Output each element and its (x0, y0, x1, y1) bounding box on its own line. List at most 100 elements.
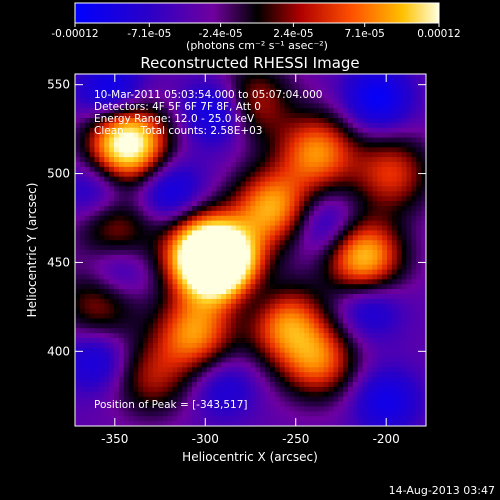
heatmap-cell (153, 191, 159, 197)
heatmap-cell (235, 308, 242, 314)
heatmap-cell (172, 259, 178, 266)
heatmap-cell (406, 289, 412, 295)
heatmap-cell (211, 367, 217, 373)
heatmap-cell (221, 210, 227, 217)
heatmap-cell (313, 206, 320, 212)
heatmap-cell (387, 245, 393, 251)
heatmap-cell (411, 220, 417, 226)
heatmap-cell (99, 201, 105, 207)
heatmap-cell (318, 230, 325, 236)
heatmap-cell (323, 269, 329, 275)
heatmap-cell (182, 122, 188, 129)
heatmap-cell (245, 274, 251, 280)
heatmap-cell (289, 142, 295, 148)
heatmap-cell (391, 245, 398, 251)
heatmap-cell (153, 196, 159, 202)
heatmap-cell (206, 308, 212, 314)
heatmap-cell (391, 118, 398, 124)
heatmap-cell (192, 367, 198, 373)
heatmap-cell (104, 303, 110, 310)
heatmap-cell (411, 382, 417, 388)
heatmap-cell (216, 245, 222, 251)
heatmap-cell (211, 274, 217, 280)
heatmap-cell (240, 245, 247, 251)
heatmap-cell (289, 171, 295, 178)
heatmap-cell (221, 396, 227, 402)
heatmap-cell (201, 215, 208, 222)
heatmap-cell (75, 166, 81, 173)
heatmap-cell (153, 186, 159, 192)
heatmap-cell (279, 83, 286, 90)
heatmap-cell (133, 171, 139, 178)
heatmap-cell (357, 83, 364, 90)
heatmap-cell (157, 372, 164, 378)
heatmap-cell (177, 254, 183, 261)
heatmap-cell (211, 323, 217, 329)
heatmap-cell (250, 98, 256, 104)
heatmap-cell (162, 269, 169, 275)
heatmap-cell (323, 122, 329, 129)
heatmap-cell (372, 318, 378, 324)
heatmap-cell (172, 206, 178, 212)
heatmap-cell (299, 264, 305, 270)
heatmap-cell (323, 74, 329, 80)
heatmap-cell (416, 93, 422, 99)
heatmap-cell (318, 401, 325, 407)
heatmap-cell (309, 220, 315, 226)
heatmap-cell (411, 74, 417, 80)
heatmap-cell (406, 201, 412, 207)
heatmap-cell (279, 176, 286, 182)
heatmap-cell (343, 132, 349, 138)
heatmap-cell (343, 367, 349, 373)
heatmap-cell (406, 230, 412, 236)
heatmap-cell (187, 118, 193, 124)
heatmap-cell (123, 382, 130, 388)
heatmap-cell (313, 83, 320, 90)
heatmap-cell (231, 391, 237, 398)
heatmap-cell (313, 254, 320, 261)
heatmap-cell (377, 303, 383, 310)
heatmap-cell (231, 220, 237, 226)
heatmap-cell (294, 284, 300, 290)
heatmap-cell (362, 323, 368, 329)
heatmap-cell (279, 245, 286, 251)
heatmap-cell (289, 137, 295, 143)
heatmap-cell (309, 176, 315, 182)
heatmap-cell (338, 245, 344, 251)
heatmap-cell (201, 152, 208, 158)
heatmap-cell (182, 201, 188, 207)
heatmap-cell (138, 328, 144, 334)
heatmap-cell (172, 284, 178, 290)
heatmap-cell (304, 406, 310, 412)
heatmap-cell (94, 338, 100, 344)
heatmap-cell (411, 122, 417, 129)
heatmap-cell (333, 269, 339, 275)
heatmap-cell (245, 196, 251, 202)
heatmap-cell (274, 103, 281, 109)
heatmap-cell (348, 147, 354, 153)
heatmap-cell (201, 347, 208, 354)
heatmap-cell (89, 98, 95, 104)
heatmap-cell (304, 78, 310, 85)
heatmap-cell (231, 313, 237, 319)
heatmap-cell (387, 103, 393, 109)
heatmap-cell (362, 74, 368, 80)
heatmap-cell (411, 78, 417, 85)
heatmap-cell (294, 152, 300, 158)
heatmap-cell (274, 289, 281, 295)
heatmap-cell (367, 269, 373, 275)
heatmap-cell (123, 210, 130, 217)
heatmap-cell (323, 289, 329, 295)
heatmap-cell (167, 191, 173, 197)
heatmap-cell (148, 294, 154, 300)
heatmap-cell (123, 137, 130, 143)
heatmap-cell (235, 127, 242, 134)
heatmap-cell (235, 289, 242, 295)
heatmap-cell (352, 352, 359, 358)
heatmap-cell (109, 377, 115, 383)
heatmap-cell (206, 98, 212, 104)
heatmap-cell (362, 372, 368, 378)
heatmap-cell (245, 171, 251, 178)
heatmap-cell (396, 113, 403, 119)
heatmap-cell (348, 215, 354, 222)
